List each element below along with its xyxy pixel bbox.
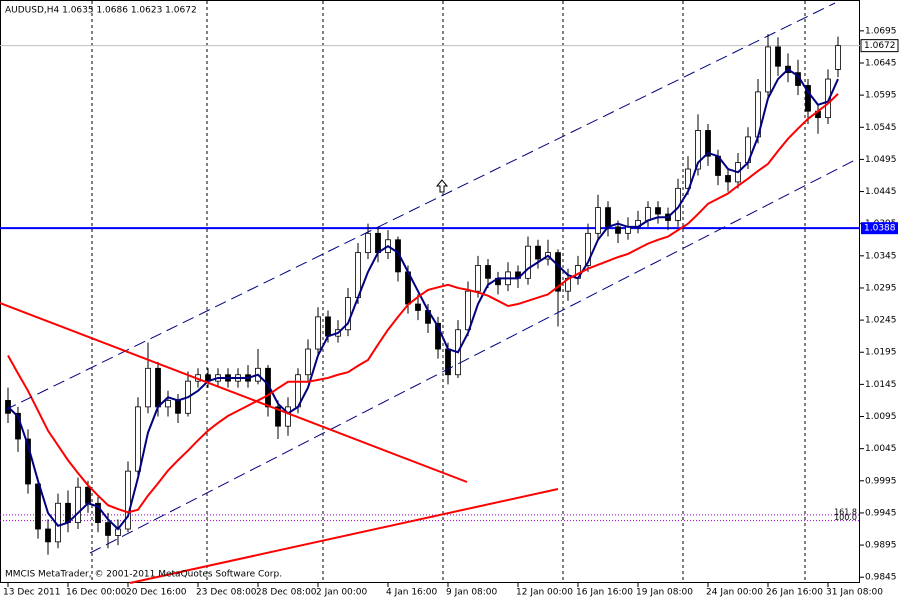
candle-body [145, 367, 151, 408]
candle-body [705, 130, 711, 157]
y-tick-label: 1.0295 [865, 283, 897, 293]
candle-body [415, 303, 421, 311]
y-tick-label: 1.0245 [865, 316, 897, 326]
x-tick-label: 31 Jan 08:00 [826, 588, 883, 598]
candle-body [165, 400, 171, 408]
x-tick-label: 9 Jan 08:00 [446, 588, 498, 598]
indicator-line [7, 68, 839, 531]
candle-body [45, 528, 51, 543]
y-tick-label: 1.0095 [865, 412, 897, 422]
candle-body [85, 486, 91, 504]
trend-line [129, 488, 559, 584]
fibo-label: 100.0 [834, 513, 857, 522]
candle-body [645, 207, 651, 221]
trend-line [0, 302, 468, 483]
x-tick-label: 13 Dec 2011 [3, 588, 61, 598]
price-label-box [861, 222, 898, 235]
y-tick-label: 1.0495 [865, 155, 897, 165]
y-tick-label: 1.0145 [865, 380, 897, 390]
x-tick-label: 16 Dec 00:00 [66, 588, 127, 598]
fibo-label: 161.8 [834, 507, 857, 516]
x-tick-label: 2 Jan 00:00 [316, 588, 368, 598]
candle-body [445, 348, 451, 376]
candle-body [695, 130, 701, 170]
period-separators [91, 1, 806, 582]
x-tick-label: 20 Dec 16:00 [126, 588, 187, 598]
candle-body [375, 232, 381, 254]
candle-body [25, 438, 31, 485]
candle-body [555, 252, 561, 292]
candle-body [805, 85, 811, 112]
indicator-line [7, 93, 839, 514]
candle-body [345, 297, 351, 331]
price-label: 1.0672 [864, 41, 896, 51]
x-tick-label: 19 Jan 08:00 [636, 588, 693, 598]
candle-body [685, 168, 691, 189]
y-tick-label: 0.9945 [865, 508, 897, 518]
y-tick-label: 1.0195 [865, 348, 897, 358]
footer: MMCIS MetaTrader, © 2001-2011 MetaQuotes… [5, 570, 282, 580]
candle-body [75, 486, 81, 523]
candle-body [615, 226, 621, 234]
y-tick-label: 0.9845 [865, 573, 897, 583]
x-tick-label: 16 Jan 16:00 [576, 588, 633, 598]
y-tick-label: 1.0545 [865, 123, 897, 133]
candle-body [95, 502, 101, 523]
x-tick-label: 23 Dec 08:00 [196, 588, 257, 598]
candle-body [485, 265, 491, 279]
candle-body [35, 483, 41, 530]
candle-body [595, 207, 601, 234]
candle-body [305, 348, 311, 376]
candle-body [365, 232, 371, 254]
candle-body [435, 322, 441, 350]
x-tick-label: 12 Jan 00:00 [516, 588, 573, 598]
candle-body [465, 290, 471, 331]
drawings [0, 2, 856, 584]
candle-body [535, 245, 541, 260]
y-tick-label: 0.9895 [865, 541, 897, 551]
y-tick-label: 1.0645 [865, 58, 897, 68]
price-label-box [860, 39, 899, 53]
candle-body [765, 46, 771, 93]
x-tick-label: 26 Jan 16:00 [766, 588, 823, 598]
candle-body [835, 45, 841, 70]
plot-frame [0, 0, 860, 583]
candle-body [655, 207, 661, 215]
candle-body [725, 175, 731, 183]
candle-body [285, 406, 291, 427]
x-tick-label: 24 Jan 00:00 [706, 588, 763, 598]
candle-body [125, 470, 131, 530]
x-tick-label: 28 Dec 08:00 [256, 588, 317, 598]
candle-body [775, 46, 781, 67]
plot-area [0, 34, 860, 555]
chart-title: AUDUSD,H4 1.0635 1.0686 1.0623 1.0672 [5, 6, 197, 16]
candle-body [315, 316, 321, 350]
candle-body [105, 522, 111, 536]
price-label: 1.0388 [864, 224, 896, 234]
candle-body [585, 232, 591, 266]
candle-body [275, 406, 281, 427]
y-tick-label: 1.0045 [865, 444, 897, 454]
y-tick-label: 1.0595 [865, 91, 897, 101]
y-tick-label: 1.0695 [865, 26, 897, 36]
y-tick-label: 1.0345 [865, 251, 897, 261]
candle-body [605, 207, 611, 228]
arrow-marker [435, 179, 449, 193]
y-tick-label: 0.9995 [865, 476, 897, 486]
y-tick-label: 1.0445 [865, 187, 897, 197]
candle-body [475, 265, 481, 292]
candle-body [135, 406, 141, 472]
channel-upper [4, 2, 836, 411]
candle-body [175, 400, 181, 414]
candle-body [155, 367, 161, 408]
candle-body [525, 245, 531, 279]
x-tick-label: 4 Jan 16:00 [386, 588, 438, 598]
candle-body [325, 316, 331, 337]
